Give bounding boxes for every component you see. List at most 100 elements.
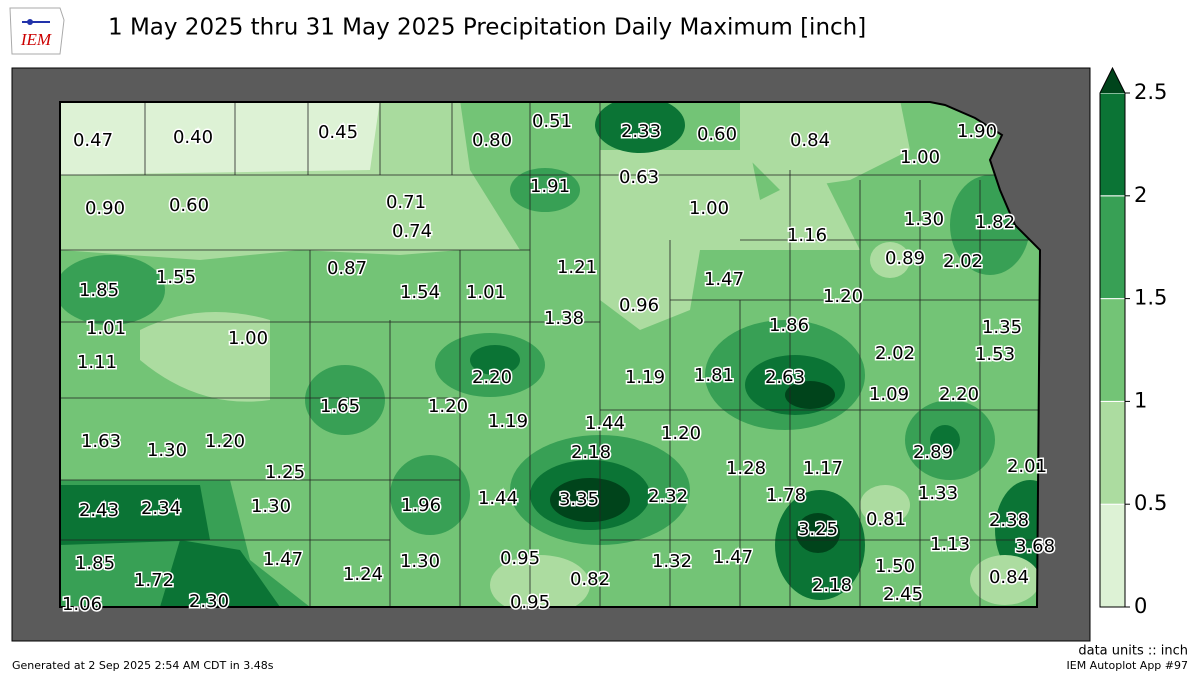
station-value: 2.43 (79, 500, 119, 521)
station-value: 0.74 (392, 221, 432, 242)
station-value: 0.60 (169, 195, 209, 216)
colorbar-band (1099, 400, 1126, 505)
station-value: 1.11 (77, 352, 117, 373)
station-value: 1.25 (265, 462, 305, 483)
station-value: 0.47 (73, 130, 113, 151)
colorbar-frame (1099, 66, 1126, 608)
station-value: 0.81 (866, 509, 906, 530)
station-value: 1.30 (251, 496, 291, 517)
station-value: 1.24 (343, 564, 383, 585)
station-value: 1.96 (401, 495, 441, 516)
station-value: 1.28 (726, 458, 766, 479)
station-value: 0.90 (85, 198, 125, 219)
app-note: IEM Autoplot App #97 (1067, 659, 1189, 672)
station-value: 1.21 (557, 257, 597, 278)
station-value: 1.65 (320, 396, 360, 417)
station-value: 0.63 (619, 167, 659, 188)
station-value: 1.17 (803, 458, 843, 479)
station-value: 1.00 (689, 198, 729, 219)
station-value: 1.47 (263, 549, 303, 570)
station-value: 1.53 (975, 344, 1015, 365)
station-value: 2.20 (939, 384, 979, 405)
station-value: 2.34 (141, 498, 181, 519)
station-value: 1.20 (428, 396, 468, 417)
station-value: 1.90 (957, 121, 997, 142)
station-value: 1.30 (147, 440, 187, 461)
station-value: 0.96 (619, 295, 659, 316)
station-value: 2.30 (189, 591, 229, 612)
station-value: 2.38 (989, 510, 1029, 531)
station-value: 1.91 (530, 176, 570, 197)
colorbar-band (1099, 298, 1126, 402)
station-value: 1.19 (488, 411, 528, 432)
station-value: 0.95 (510, 592, 550, 613)
colorbar-tick-label: 0.5 (1134, 491, 1167, 515)
station-value: 2.01 (1007, 456, 1047, 477)
logo-text: IEM (20, 30, 52, 49)
station-value: 1.33 (918, 483, 958, 504)
title: 1 May 2025 thru 31 May 2025 Precipitatio… (108, 15, 866, 41)
station-value: 0.87 (327, 258, 367, 279)
station-value: 1.13 (930, 534, 970, 555)
station-labels: 0.47 0.40 0.45 0.80 0.51 2.33 0.60 0.84 1.90 1.00… (60, 110, 1056, 617)
station-value: 3.35 (559, 489, 599, 510)
station-value: 1.47 (704, 269, 744, 290)
station-value: 1.16 (787, 225, 827, 246)
station-value: 0.51 (532, 111, 572, 132)
station-value: 1.86 (769, 315, 809, 336)
station-value: 1.20 (661, 423, 701, 444)
contours (60, 102, 1040, 607)
colorbar-band (1099, 503, 1126, 608)
station-value: 1.35 (982, 317, 1022, 338)
colorbar-tick-label: 1 (1134, 388, 1147, 412)
station-value: 3.68 (1015, 536, 1055, 557)
colorbar-band (1099, 92, 1126, 197)
station-value: 0.84 (790, 130, 830, 151)
logo: IEM (9, 7, 65, 55)
station-value: 0.71 (386, 192, 426, 213)
station-value: 2.32 (648, 486, 688, 507)
station-value: 0.95 (500, 548, 540, 569)
station-value: 2.02 (943, 251, 983, 272)
units-note: data units :: inch (1078, 644, 1188, 659)
station-value: 2.89 (913, 442, 953, 463)
station-value: 1.09 (869, 384, 909, 405)
station-value: 1.00 (228, 328, 268, 349)
station-value: 0.89 (885, 248, 925, 269)
colorbar-tick-label: 2 (1134, 183, 1147, 207)
station-value: 0.45 (318, 122, 358, 143)
colorbar-band (1099, 195, 1126, 300)
station-value: 2.63 (765, 367, 805, 388)
station-value: 2.20 (472, 367, 512, 388)
colorbar-tick-label: 2.5 (1134, 80, 1167, 104)
station-value: 1.47 (713, 547, 753, 568)
station-value: 1.19 (625, 367, 665, 388)
station-value: 1.01 (86, 318, 126, 339)
station-value: 1.32 (652, 551, 692, 572)
station-value: 1.85 (79, 280, 119, 301)
station-value: 1.20 (823, 286, 863, 307)
station-value: 1.44 (478, 488, 518, 509)
generated-note: Generated at 2 Sep 2025 2:54 AM CDT in 3… (12, 659, 274, 672)
station-value: 1.01 (466, 282, 506, 303)
station-value: 2.02 (875, 343, 915, 364)
station-value: 1.20 (205, 431, 245, 452)
station-value: 2.18 (812, 575, 852, 596)
station-value: 1.82 (975, 212, 1015, 233)
station-value: 1.55 (156, 267, 196, 288)
colorbar: 0 0.5 1 1.5 2 2.5 (1099, 66, 1167, 618)
station-value: 1.00 (900, 147, 940, 168)
station-value: 0.60 (697, 124, 737, 145)
station-value: 1.81 (694, 365, 734, 386)
station-value: 1.72 (134, 570, 174, 591)
station-value: 0.80 (472, 130, 512, 151)
station-value: 2.33 (621, 121, 661, 142)
station-value: 0.82 (570, 569, 610, 590)
station-value: 1.50 (875, 556, 915, 577)
station-value: 1.85 (75, 553, 115, 574)
station-value: 0.40 (173, 127, 213, 148)
station-value: 1.44 (585, 413, 625, 434)
station-value: 1.54 (400, 282, 440, 303)
station-value: 2.45 (883, 584, 923, 605)
